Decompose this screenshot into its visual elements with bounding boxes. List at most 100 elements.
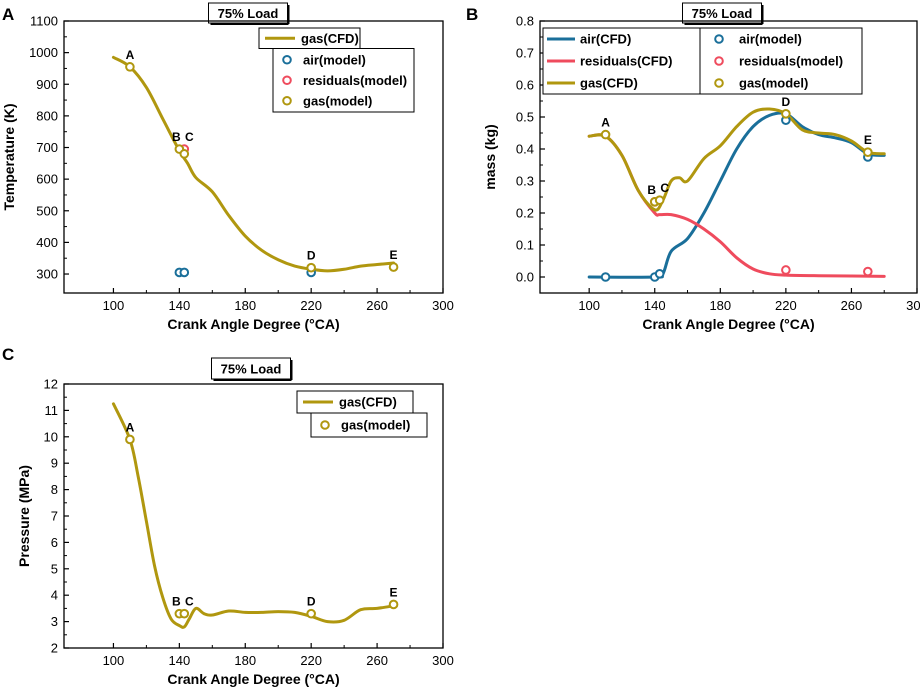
series-line-aircfd	[587, 111, 886, 279]
y-tick-label: 10	[44, 429, 58, 444]
x-tick-label: 180	[234, 653, 256, 668]
plot-frame	[63, 20, 444, 294]
data-point-airmodel	[600, 272, 611, 282]
panel-letter: C	[2, 345, 14, 364]
point-label-e: E	[390, 585, 398, 599]
data-point-gasmodel	[600, 129, 611, 140]
y-tick-label: 300	[36, 267, 58, 282]
data-point-gasmodel	[125, 62, 135, 72]
point-label-d: D	[307, 249, 316, 263]
plot-frame	[539, 20, 918, 294]
y-tick-label: 8	[51, 482, 58, 497]
legend-marker-swatch	[282, 95, 292, 106]
x-tick-label: 300	[432, 298, 454, 313]
x-tick-label: 140	[168, 653, 190, 668]
y-tick-label: 0.1	[516, 238, 534, 253]
panel-letter: B	[466, 5, 478, 24]
data-point-gasmodel	[179, 608, 190, 619]
point-label-c: C	[185, 130, 194, 144]
data-point-airmodel	[179, 267, 190, 278]
series-line-gascfd	[111, 402, 396, 629]
chart-panel-c: C 75% Load 100 140 180 220 260 300 2 3 4 5 6 7 8 9 10 11 1…	[2, 345, 454, 687]
x-tick-label: 260	[366, 653, 388, 668]
y-tick-label: 500	[36, 203, 58, 218]
x-tick-label: 100	[103, 298, 125, 313]
data-point-gasmodel	[306, 262, 316, 273]
x-tick-label: 180	[709, 298, 731, 313]
legend-label: gas(model)	[341, 418, 410, 433]
point-label-b: B	[172, 595, 181, 609]
y-tick-label: 600	[36, 172, 58, 187]
legend: air(CFD) residuals(CFD) gas(CFD) air(model)…	[542, 27, 863, 95]
y-tick-label: 0.2	[516, 206, 534, 221]
y-axis-title: Pressure (MPa)	[16, 465, 32, 567]
y-tick-label: 800	[36, 108, 58, 123]
point-label-b: B	[647, 183, 656, 197]
data-point-gasmodel	[179, 149, 190, 159]
point-label-b: B	[172, 130, 181, 144]
x-tick-label: 260	[366, 298, 388, 313]
x-tick-label: 300	[432, 653, 454, 668]
x-axis-title: Crank Angle Degree (°CA)	[642, 316, 814, 332]
legend-label: air(CFD)	[580, 32, 631, 47]
data-point-gasmodel	[306, 608, 316, 619]
y-tick-label: 1100	[30, 14, 58, 29]
x-axis-title: Crank Angle Degree (°CA)	[167, 671, 339, 687]
point-label-a: A	[601, 116, 610, 130]
point-label-c: C	[660, 181, 669, 195]
x-tick-label: 140	[168, 298, 190, 313]
x-tick-label: 220	[300, 298, 322, 313]
series-line-residualscfd	[587, 133, 886, 278]
legend-marker-swatch	[714, 56, 724, 66]
legend-label: residuals(model)	[739, 54, 843, 69]
y-tick-label: 11	[45, 403, 59, 418]
panel-letter: A	[2, 5, 14, 24]
y-tick-label: 5	[51, 561, 58, 576]
chart-panel-a: A 75% Load 100 140 180 220 260 300 300 400 500 600 7…	[1, 2, 454, 332]
data-point-gasmodel	[125, 434, 135, 445]
point-label-a: A	[126, 420, 135, 434]
point-label-d: D	[307, 595, 316, 609]
y-tick-label: 900	[36, 77, 58, 92]
legend-box	[699, 27, 863, 95]
x-tick-label: 140	[644, 298, 666, 313]
chart-title: 75% Load	[221, 362, 282, 377]
legend-label: residuals(model)	[303, 73, 407, 88]
legend: gas(CFD) air(model) residuals(model) gas(mo…	[258, 27, 415, 113]
legend-label: gas(model)	[303, 93, 372, 108]
legend-marker-swatch	[320, 420, 330, 430]
y-tick-label: 1000	[29, 45, 58, 60]
y-axis-title: Temperature (K)	[1, 103, 17, 210]
point-label-e: E	[864, 133, 872, 147]
data-point-residualsmodel	[781, 265, 791, 275]
point-label-a: A	[126, 48, 135, 62]
chart-title: 75% Load	[692, 6, 753, 21]
legend: gas(CFD) gas(model)	[296, 390, 428, 438]
point-label-d: D	[782, 95, 791, 109]
y-tick-label: 700	[36, 140, 58, 155]
point-label-e: E	[390, 248, 398, 262]
x-tick-label: 220	[300, 653, 322, 668]
y-tick-label: 0.6	[516, 78, 534, 93]
legend-label: air(model)	[739, 32, 802, 47]
point-label-c: C	[185, 595, 194, 609]
x-tick-label: 100	[578, 298, 600, 313]
y-tick-label: 7	[51, 509, 58, 524]
data-point-gasmodel	[388, 599, 399, 610]
data-point-gasmodel	[781, 109, 791, 119]
legend-marker-swatch	[282, 54, 292, 65]
legend-label: residuals(CFD)	[580, 54, 672, 69]
y-tick-label: 6	[51, 535, 58, 550]
x-tick-label: 100	[103, 653, 125, 668]
legend-marker-swatch	[282, 75, 292, 86]
legend-label: gas(model)	[739, 76, 808, 91]
y-tick-label: 12	[44, 377, 58, 392]
data-point-residualsmodel	[863, 266, 873, 277]
y-tick-label: 2	[51, 641, 58, 656]
chart-title: 75% Load	[218, 6, 279, 21]
legend-label: gas(CFD)	[301, 31, 359, 46]
series-line-gascfd	[587, 107, 886, 212]
y-tick-label: 0.7	[516, 46, 534, 61]
x-axis-title: Crank Angle Degree (°CA)	[167, 316, 339, 332]
